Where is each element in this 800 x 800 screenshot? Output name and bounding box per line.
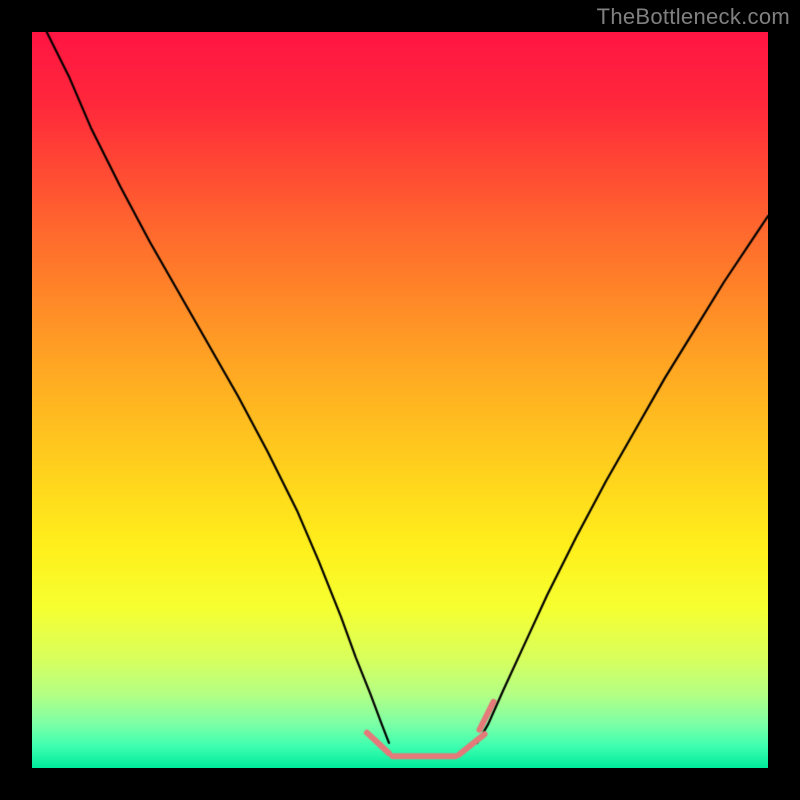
chart-plot-area	[32, 32, 768, 768]
attribution-text: TheBottleneck.com	[597, 4, 790, 30]
chart-canvas	[32, 32, 768, 768]
